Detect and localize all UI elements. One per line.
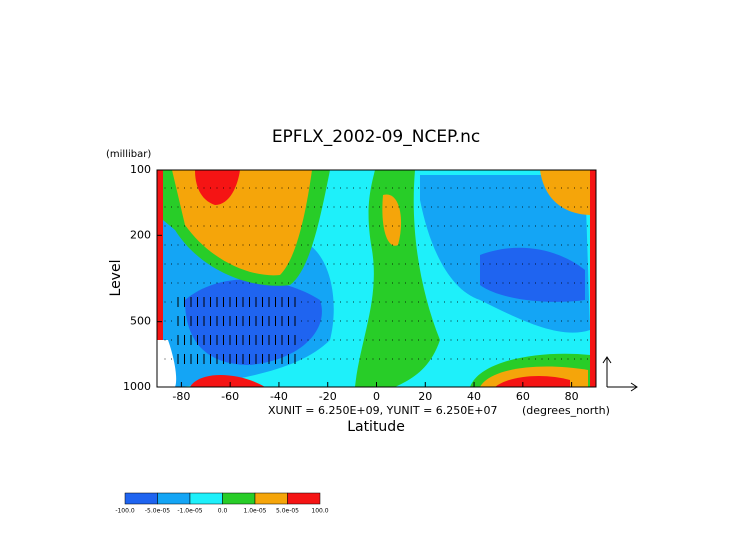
chart-title: EPFLX_2002-09_NCEP.nc xyxy=(272,127,480,147)
x-tick-label: 20 xyxy=(418,390,432,403)
region xyxy=(590,170,596,387)
vector-key-right xyxy=(607,382,638,392)
region xyxy=(185,279,322,365)
y-tick-label: 200 xyxy=(130,228,151,241)
x-axis-label: Latitude xyxy=(347,419,405,435)
colorbar-label: -5.0e-05 xyxy=(145,508,170,515)
contour-field xyxy=(157,170,596,387)
y-unit: (millibar) xyxy=(106,149,151,160)
x-tick-label: -80 xyxy=(172,390,190,403)
vector-field xyxy=(164,187,588,364)
x-tick-label: -60 xyxy=(221,390,239,403)
vector-key-up xyxy=(602,356,612,387)
x-unit: (degrees_north) xyxy=(522,404,610,417)
colorbar-box xyxy=(157,492,191,505)
region xyxy=(495,375,570,387)
region xyxy=(190,374,265,387)
y-axis-label: Level xyxy=(108,260,124,297)
colorbar-box xyxy=(124,492,158,505)
region xyxy=(195,170,240,205)
region xyxy=(480,247,585,302)
colorbar-label: 5.0e-05 xyxy=(276,508,299,515)
x-tick-label: 40 xyxy=(467,390,481,403)
region xyxy=(157,170,163,387)
scale-note: XUNIT = 6.250E+09, YUNIT = 6.250E+07 xyxy=(268,404,497,417)
y-tick-label: 500 xyxy=(130,315,151,328)
colorbar-box xyxy=(254,492,288,505)
colorbar-label: 0.0 xyxy=(218,508,228,515)
region xyxy=(540,170,592,215)
colorbar-box xyxy=(222,492,256,505)
colorbar-box xyxy=(287,492,321,505)
region xyxy=(382,194,402,246)
y-tick-label: 1000 xyxy=(123,380,151,393)
colorbar-box xyxy=(189,492,223,505)
vector-key xyxy=(602,356,638,392)
colorbar-label: 1.0e-05 xyxy=(243,508,266,515)
x-tick-label: -40 xyxy=(270,390,288,403)
y-tick-label: 100 xyxy=(130,163,151,176)
x-tick-label: 60 xyxy=(516,390,530,403)
missing-region xyxy=(157,340,177,387)
colorbar-label: -1.0e-05 xyxy=(177,508,202,515)
colorbar-label: 100.0 xyxy=(311,508,328,515)
x-tick-label: 80 xyxy=(565,390,579,403)
x-tick-label: -20 xyxy=(319,390,337,403)
colorbar-label: -100.0 xyxy=(115,508,135,515)
region xyxy=(355,170,440,387)
x-tick-label: 0 xyxy=(373,390,380,403)
